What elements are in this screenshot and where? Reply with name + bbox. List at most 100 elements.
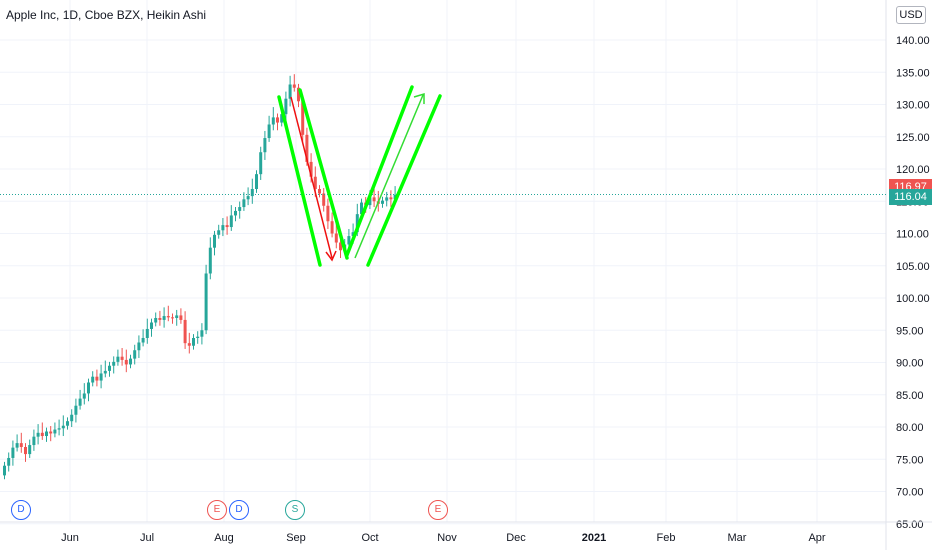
candle-body xyxy=(91,376,95,383)
x-tick-label: Jun xyxy=(61,532,79,544)
candle-body xyxy=(204,273,208,331)
candle-body xyxy=(242,199,246,208)
candle-body xyxy=(11,447,15,458)
candle-body xyxy=(368,197,372,206)
candle-body xyxy=(116,356,120,362)
candle-body xyxy=(74,405,78,415)
y-tick-label: 125.00 xyxy=(896,132,930,144)
y-tick-label: 70.00 xyxy=(896,487,924,499)
candle-body xyxy=(124,359,128,365)
candle-body xyxy=(129,358,132,365)
dividend-event-marker[interactable]: D xyxy=(229,500,249,520)
y-tick-label: 85.00 xyxy=(896,390,924,402)
wedge-trendline xyxy=(345,85,414,257)
earnings-event-marker[interactable]: E xyxy=(428,500,448,520)
candle-body xyxy=(385,197,389,201)
currency-button[interactable]: USD xyxy=(896,6,926,24)
candle-body xyxy=(355,214,359,233)
down-arrow-line xyxy=(290,96,333,259)
split-event-marker[interactable]: S xyxy=(285,500,305,520)
candle-body xyxy=(297,87,300,102)
candle-body xyxy=(45,431,48,437)
x-tick-label: Mar xyxy=(728,532,747,544)
candle-body xyxy=(259,152,263,175)
x-tick-label: Aug xyxy=(214,532,234,544)
y-tick-label: 65.00 xyxy=(896,519,924,531)
candle-body xyxy=(213,234,216,248)
y-tick-label: 75.00 xyxy=(896,454,924,466)
candle-body xyxy=(347,236,351,245)
candle-body xyxy=(196,336,200,338)
candle-body xyxy=(36,432,40,437)
candle-body xyxy=(292,84,296,88)
candle-body xyxy=(158,317,162,320)
candle-body xyxy=(305,134,309,162)
candle-body xyxy=(271,117,275,125)
y-tick-label: 140.00 xyxy=(896,35,930,47)
earnings-event-marker[interactable]: E xyxy=(207,500,227,520)
candle-body xyxy=(225,225,229,228)
candle-body xyxy=(66,421,69,426)
candle-body xyxy=(179,315,183,320)
candle-body xyxy=(284,98,288,115)
candle-body xyxy=(381,200,384,204)
y-tick-label: 120.00 xyxy=(896,164,930,176)
y-tick-label: 80.00 xyxy=(896,422,924,434)
down-arrow-head xyxy=(325,250,337,262)
x-tick-label: Feb xyxy=(657,532,676,544)
y-tick-label: 110.00 xyxy=(896,229,929,241)
y-tick-label: 90.00 xyxy=(896,358,924,370)
candle-body xyxy=(255,174,258,189)
candle-body xyxy=(87,382,90,394)
x-tick-label: Nov xyxy=(437,532,457,544)
candle-body xyxy=(141,337,145,343)
candle-body xyxy=(24,446,27,455)
candle-body xyxy=(309,161,313,177)
last-price-label: 116.04 xyxy=(889,188,932,205)
candle-body xyxy=(217,230,221,235)
candle-body xyxy=(32,436,36,446)
x-tick-label: Apr xyxy=(808,532,825,544)
y-tick-label: 100.00 xyxy=(896,293,930,305)
x-tick-label: Jul xyxy=(140,532,154,544)
wedge-trendline xyxy=(298,88,349,260)
candle-body xyxy=(288,84,292,99)
candle-body xyxy=(103,370,107,374)
y-tick-label: 135.00 xyxy=(896,67,930,79)
candle-body xyxy=(301,101,305,135)
candle-body xyxy=(150,322,153,329)
candle-body xyxy=(78,398,82,406)
x-tick-label: 2021 xyxy=(582,532,606,544)
candle-body xyxy=(187,343,191,346)
candle-body xyxy=(70,414,74,422)
candle-body xyxy=(57,428,61,430)
candle-body xyxy=(208,247,212,274)
candle-body xyxy=(40,432,44,437)
candle-body xyxy=(3,465,6,476)
candle-body xyxy=(389,197,393,200)
candle-body xyxy=(192,337,195,346)
x-tick-label: Dec xyxy=(506,532,526,544)
candle-body xyxy=(162,316,166,320)
candle-body xyxy=(15,443,19,448)
dividend-event-marker[interactable]: D xyxy=(11,500,31,520)
y-tick-label: 130.00 xyxy=(896,100,930,112)
candle-body xyxy=(351,232,355,237)
candle-body xyxy=(313,176,317,189)
candle-body xyxy=(28,445,32,455)
candle-body xyxy=(154,317,158,323)
wedge-trendline xyxy=(277,95,322,267)
candle-body xyxy=(246,196,250,200)
candle-body xyxy=(250,188,254,197)
candle-body xyxy=(372,197,376,202)
candle-body xyxy=(7,457,11,466)
x-tick-label: Sep xyxy=(286,532,306,544)
up-arrow-line xyxy=(354,94,424,259)
chart-title: Apple Inc, 1D, Cboe BZX, Heikin Ashi xyxy=(6,8,207,22)
candle-body xyxy=(360,202,363,215)
candle-body xyxy=(334,233,338,243)
x-tick-label: Oct xyxy=(361,532,378,544)
candle-body xyxy=(175,315,179,318)
candle-body xyxy=(238,207,242,211)
